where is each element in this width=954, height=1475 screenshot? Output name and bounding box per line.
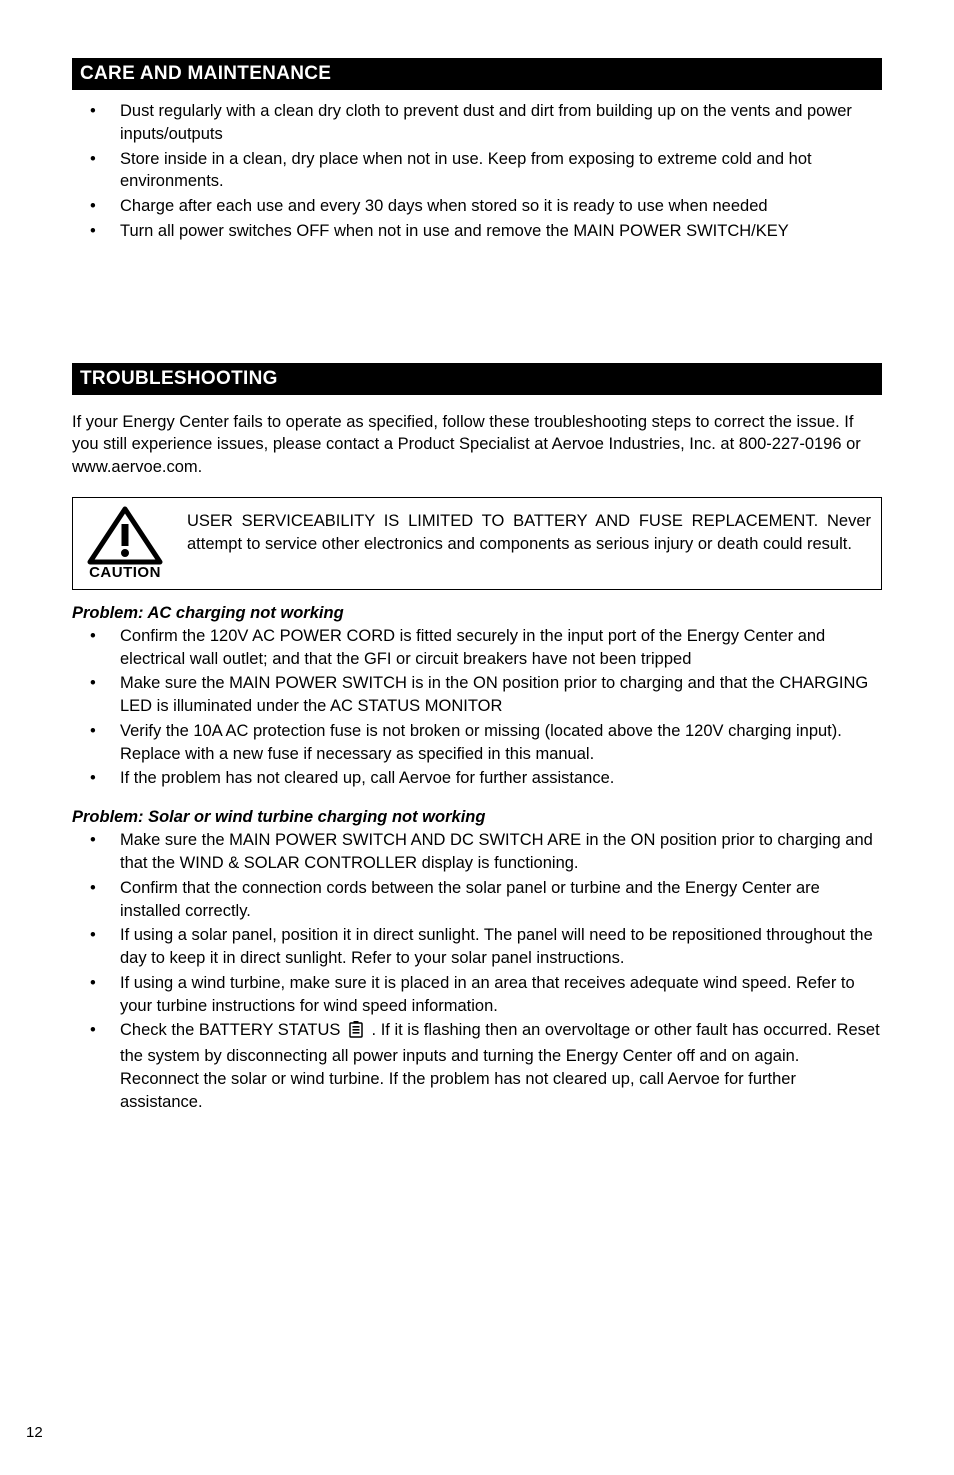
list-item: If the problem has not cleared up, call … — [72, 767, 882, 790]
problem-title: Problem: AC charging not working — [72, 604, 882, 623]
battery-bullet-prefix: Check the BATTERY STATUS — [120, 1021, 345, 1039]
caution-triangle-icon — [86, 506, 164, 566]
list-item: Charge after each use and every 30 days … — [72, 195, 882, 218]
problem1-bullets: Confirm the 120V AC POWER CORD is fitted… — [72, 625, 882, 790]
list-item: Confirm the 120V AC POWER CORD is fitted… — [72, 625, 882, 671]
list-item: Store inside in a clean, dry place when … — [72, 148, 882, 194]
caution-icon-wrap: CAUTION — [79, 506, 171, 581]
list-item: Confirm that the connection cords betwee… — [72, 877, 882, 923]
problem2-bullets: Make sure the MAIN POWER SWITCH AND DC S… — [72, 829, 882, 1113]
list-item: Dust regularly with a clean dry cloth to… — [72, 100, 882, 146]
battery-icon — [347, 1020, 365, 1045]
problem-title: Problem: Solar or wind turbine charging … — [72, 808, 882, 827]
caution-label: CAUTION — [89, 564, 161, 581]
list-item: If using a solar panel, position it in d… — [72, 924, 882, 970]
list-item: Make sure the MAIN POWER SWITCH is in th… — [72, 672, 882, 718]
list-item: Make sure the MAIN POWER SWITCH AND DC S… — [72, 829, 882, 875]
care-bullet-list: Dust regularly with a clean dry cloth to… — [72, 100, 882, 243]
list-item-battery: Check the BATTERY STATUS . If it is flas… — [72, 1019, 882, 1113]
trouble-heading: TROUBLESHOOTING — [72, 363, 882, 395]
caution-text: USER SERVICEABILITY IS LIMITED TO BATTER… — [187, 506, 871, 581]
list-item: Turn all power switches OFF when not in … — [72, 220, 882, 243]
caution-box: CAUTION USER SERVICEABILITY IS LIMITED T… — [72, 497, 882, 590]
trouble-intro: If your Energy Center fails to operate a… — [72, 411, 882, 479]
section-spacer — [72, 245, 882, 363]
list-item: Verify the 10A AC protection fuse is not… — [72, 720, 882, 766]
list-item: If using a wind turbine, make sure it is… — [72, 972, 882, 1018]
page-number: 12 — [26, 1424, 43, 1441]
care-heading: CARE AND MAINTENANCE — [72, 58, 882, 90]
